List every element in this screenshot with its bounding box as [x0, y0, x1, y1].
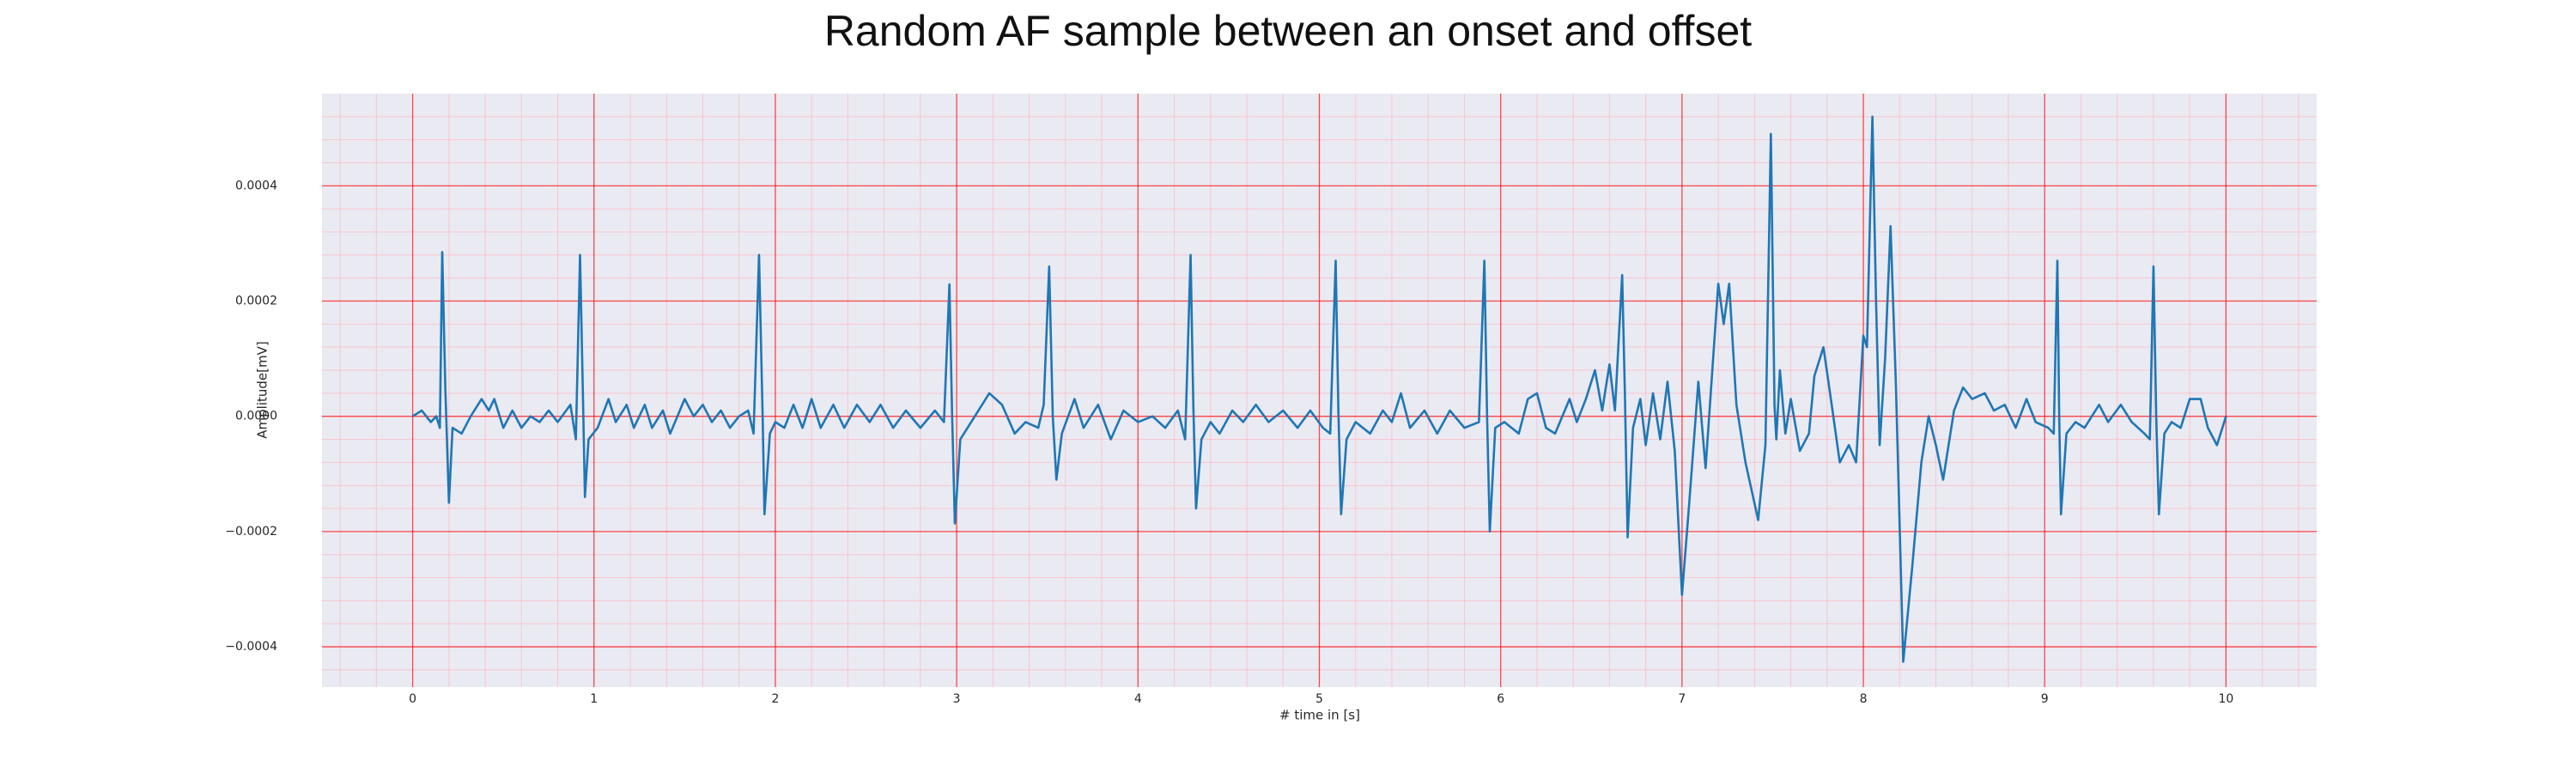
x-tick-label: 0 — [409, 692, 416, 706]
y-axis-label: Amplitude[mV] — [255, 341, 270, 438]
x-tick-label: 10 — [2218, 692, 2233, 706]
x-tick-label: 4 — [1134, 692, 1142, 706]
y-tick-label: 0.0002 — [235, 295, 277, 308]
y-tick-label: −0.0004 — [225, 640, 277, 654]
x-axis-label: # time in [s] — [1279, 708, 1360, 723]
y-tick-label: −0.0002 — [225, 525, 277, 539]
x-tick-label: 7 — [1678, 692, 1686, 706]
signal-line — [411, 115, 2227, 663]
x-tick-label: 1 — [590, 692, 598, 706]
x-tick-label: 3 — [953, 692, 961, 706]
x-tick-label: 6 — [1497, 692, 1504, 706]
y-tick-label: 0.0000 — [235, 410, 277, 423]
y-tick-label: 0.0004 — [235, 179, 277, 192]
x-tick-label: 9 — [2041, 692, 2049, 706]
x-tick-label: 8 — [1860, 692, 1868, 706]
x-tick-label: 5 — [1315, 692, 1323, 706]
x-tick-label: 2 — [771, 692, 779, 706]
chart-title: Random AF sample between an onset and of… — [824, 7, 1752, 55]
